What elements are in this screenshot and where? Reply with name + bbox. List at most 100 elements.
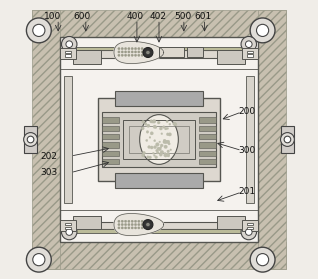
Circle shape (154, 140, 156, 142)
Circle shape (166, 140, 170, 144)
Bar (246, 76, 254, 203)
Circle shape (156, 149, 158, 152)
Circle shape (121, 47, 123, 50)
Circle shape (166, 133, 169, 136)
Circle shape (160, 146, 162, 148)
Circle shape (135, 220, 137, 222)
Circle shape (131, 227, 133, 229)
Bar (199, 117, 216, 123)
Circle shape (153, 125, 156, 128)
Circle shape (26, 247, 51, 272)
Bar (115, 173, 203, 188)
Circle shape (118, 47, 120, 50)
Circle shape (165, 141, 168, 144)
Bar (73, 47, 245, 50)
Circle shape (152, 119, 156, 123)
Bar (64, 76, 72, 203)
Bar (102, 159, 119, 164)
Bar (102, 151, 119, 156)
Circle shape (121, 220, 123, 222)
Circle shape (141, 47, 143, 50)
Circle shape (157, 121, 160, 124)
Bar (65, 223, 71, 225)
Circle shape (158, 147, 161, 151)
Circle shape (168, 133, 171, 136)
Circle shape (24, 133, 38, 146)
Bar (32, 10, 286, 37)
Bar (32, 10, 59, 269)
Bar (73, 50, 101, 64)
Circle shape (147, 124, 150, 128)
Circle shape (124, 223, 127, 226)
Circle shape (121, 227, 123, 229)
Circle shape (118, 54, 120, 56)
Circle shape (161, 133, 163, 135)
Circle shape (124, 220, 127, 222)
Circle shape (27, 136, 34, 143)
Text: 303: 303 (40, 168, 57, 177)
Circle shape (241, 37, 257, 52)
Bar (65, 54, 71, 57)
Polygon shape (114, 213, 164, 236)
Circle shape (138, 51, 140, 53)
Circle shape (135, 47, 137, 50)
Bar (59, 37, 259, 242)
Circle shape (241, 224, 257, 240)
Bar (59, 48, 76, 59)
Bar (199, 151, 216, 156)
Circle shape (164, 127, 167, 130)
Circle shape (143, 220, 153, 230)
Circle shape (173, 122, 176, 125)
Circle shape (128, 54, 130, 56)
Circle shape (164, 152, 166, 155)
Bar (187, 47, 203, 57)
Text: 300: 300 (239, 146, 256, 155)
Circle shape (155, 126, 157, 128)
Circle shape (245, 41, 252, 47)
Circle shape (118, 227, 120, 229)
Circle shape (141, 127, 144, 130)
Circle shape (135, 51, 137, 53)
Text: 500: 500 (174, 12, 191, 21)
Circle shape (146, 50, 150, 55)
Text: 600: 600 (73, 12, 90, 21)
Circle shape (149, 136, 151, 138)
Bar (247, 54, 253, 57)
Circle shape (150, 132, 153, 135)
Circle shape (135, 223, 137, 226)
Bar (199, 126, 216, 131)
Circle shape (131, 47, 133, 50)
Circle shape (167, 128, 169, 129)
Circle shape (143, 47, 153, 57)
Ellipse shape (140, 115, 178, 164)
Bar (247, 223, 253, 225)
Circle shape (280, 133, 294, 146)
Circle shape (128, 51, 130, 53)
Circle shape (160, 144, 163, 147)
Bar (199, 134, 216, 140)
Text: 402: 402 (149, 12, 166, 21)
Circle shape (131, 54, 133, 56)
Circle shape (152, 121, 154, 123)
Circle shape (141, 54, 143, 56)
Polygon shape (114, 42, 164, 64)
Circle shape (118, 223, 120, 226)
Bar (102, 126, 119, 131)
Circle shape (118, 220, 120, 222)
Bar (102, 134, 119, 140)
Circle shape (141, 51, 143, 53)
Circle shape (33, 254, 45, 266)
Bar (102, 112, 216, 167)
Circle shape (250, 247, 275, 272)
Circle shape (138, 54, 140, 56)
Circle shape (124, 54, 127, 56)
Circle shape (163, 139, 166, 142)
Circle shape (149, 120, 153, 123)
Text: 100: 100 (44, 12, 61, 21)
Circle shape (141, 223, 143, 226)
Circle shape (168, 143, 170, 145)
Bar (199, 142, 216, 148)
Circle shape (149, 156, 151, 159)
Bar (247, 50, 253, 53)
Circle shape (147, 156, 149, 158)
